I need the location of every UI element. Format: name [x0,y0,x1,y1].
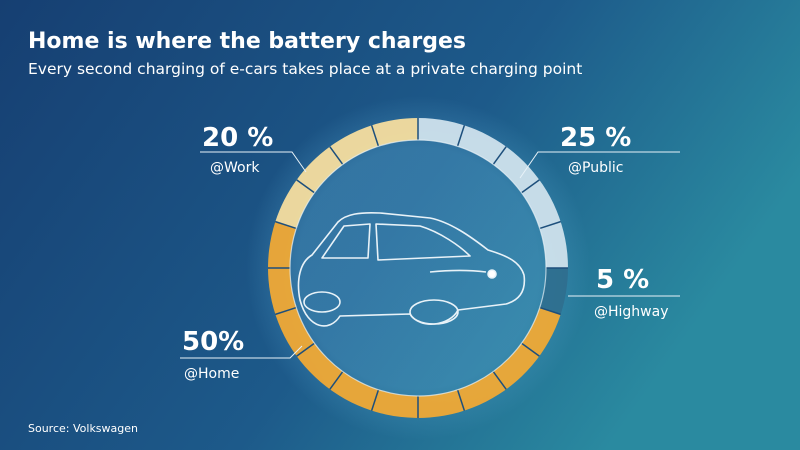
value-label: 25 % [560,123,631,153]
category-label: @Work [210,160,260,176]
source: Source: Volkswagen [28,422,138,435]
value-label: 20 % [202,123,273,153]
segment-divider [521,342,540,357]
car-windows [321,223,471,261]
donut [268,118,568,418]
donut-slice [418,118,568,268]
segment-divider [370,125,380,147]
segment-divider [296,342,315,357]
donut-slice [275,118,418,229]
labels: 25 % @Public 5 % @Highway 50% @Home 20 % @Work [180,123,680,382]
segment-divider [539,220,561,230]
ring-inner-edge [289,139,547,397]
category-label: @Highway [594,304,669,320]
car-line [429,269,487,273]
value-label: 50% [182,327,244,357]
category-label: @Public [568,160,623,176]
leader-line [519,151,680,179]
segment-divider [275,220,297,230]
leader-line [180,345,303,359]
subtitle: Every second charging of e-cars takes pl… [28,60,582,78]
car-wheel [409,299,459,325]
segment-divider [370,389,380,411]
car-headlight [487,269,497,279]
car-illustration [297,211,526,327]
segment-divider [456,125,466,147]
donut-slice [539,268,568,315]
segment-divider [329,146,344,165]
leader-line [200,151,307,173]
segment-divider [521,179,540,194]
car-wheel [303,291,341,313]
title: Home is where the battery charges [28,29,466,54]
segment-divider [492,371,507,390]
segment-divider [275,306,297,316]
segment-divider [329,371,344,390]
value-label: 5 % [596,265,649,295]
ring-dividers [268,118,568,418]
segment-divider [456,389,466,411]
segment-divider [492,146,507,165]
segment-divider [296,179,315,194]
segment-divider [539,306,561,316]
category-label: @Home [184,366,239,382]
ring-glow [246,96,590,440]
